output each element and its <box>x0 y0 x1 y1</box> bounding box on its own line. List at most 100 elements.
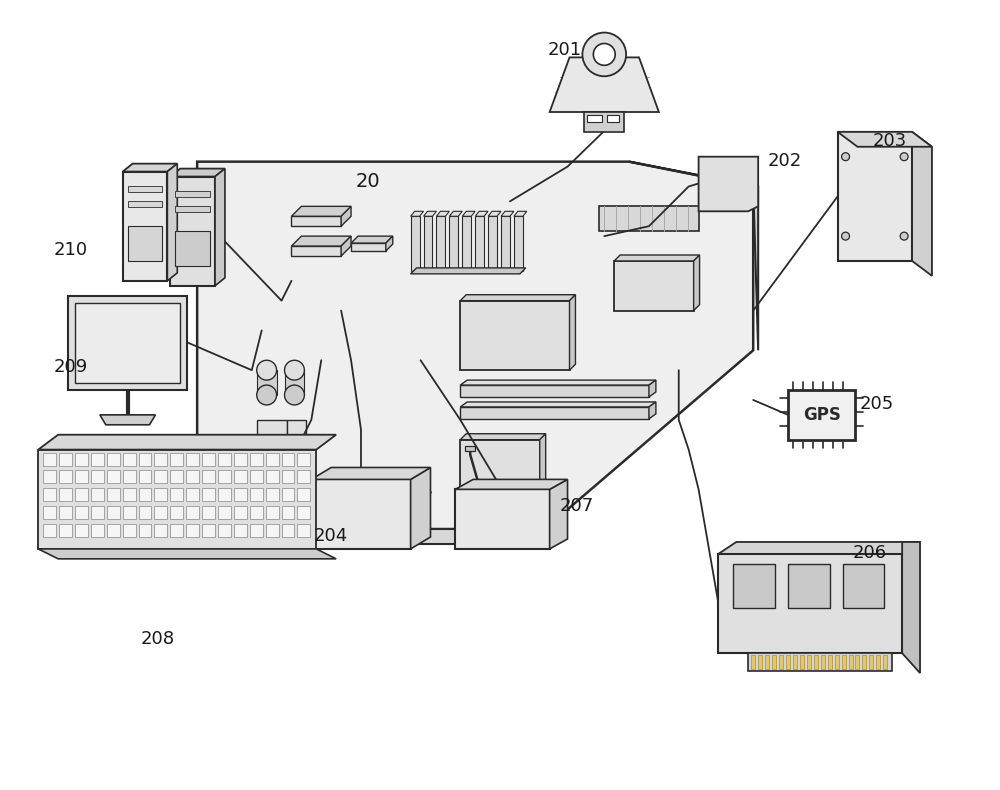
Polygon shape <box>197 529 545 544</box>
Bar <box>584 112 624 132</box>
Polygon shape <box>38 435 336 450</box>
Bar <box>186 524 199 537</box>
Bar <box>202 506 215 519</box>
Polygon shape <box>733 564 775 608</box>
Bar <box>75 506 88 519</box>
Bar <box>266 506 279 519</box>
Polygon shape <box>386 236 393 251</box>
Bar <box>234 488 247 501</box>
Bar <box>266 524 279 537</box>
Polygon shape <box>351 243 386 251</box>
Bar <box>266 453 279 465</box>
Bar <box>807 655 811 669</box>
Bar <box>266 471 279 483</box>
Bar <box>175 191 210 198</box>
Bar <box>218 524 231 537</box>
Bar <box>814 655 818 669</box>
Bar <box>59 488 72 501</box>
Bar <box>828 655 832 669</box>
Bar <box>154 471 167 483</box>
Bar <box>282 524 294 537</box>
Polygon shape <box>257 419 287 440</box>
Circle shape <box>842 152 850 160</box>
Text: 204: 204 <box>313 527 348 545</box>
Circle shape <box>842 232 850 240</box>
Polygon shape <box>170 176 215 286</box>
Bar <box>218 471 231 483</box>
Polygon shape <box>287 419 306 440</box>
Circle shape <box>900 152 908 160</box>
Text: 20: 20 <box>356 171 381 190</box>
Polygon shape <box>462 211 475 216</box>
Polygon shape <box>475 216 484 271</box>
Polygon shape <box>748 653 892 671</box>
Polygon shape <box>100 415 155 425</box>
Polygon shape <box>694 255 700 310</box>
Bar <box>170 471 183 483</box>
Bar <box>91 453 104 465</box>
Bar <box>75 303 180 383</box>
Bar <box>465 446 475 450</box>
Bar <box>139 506 151 519</box>
Polygon shape <box>411 211 424 216</box>
Circle shape <box>900 232 908 240</box>
Polygon shape <box>351 236 393 243</box>
Polygon shape <box>311 480 411 549</box>
Bar <box>250 524 263 537</box>
Bar <box>170 506 183 519</box>
Polygon shape <box>514 216 523 271</box>
Polygon shape <box>341 236 351 256</box>
Bar <box>186 453 199 465</box>
Bar <box>91 488 104 501</box>
Text: 202: 202 <box>768 152 802 170</box>
Polygon shape <box>197 162 753 529</box>
Bar <box>218 453 231 465</box>
Bar <box>835 655 839 669</box>
Bar <box>842 655 846 669</box>
Polygon shape <box>599 206 699 231</box>
Bar <box>139 453 151 465</box>
Polygon shape <box>912 132 932 276</box>
Circle shape <box>285 360 304 380</box>
Bar <box>282 453 294 465</box>
Polygon shape <box>540 434 546 499</box>
Bar <box>883 655 887 669</box>
Polygon shape <box>614 261 694 310</box>
Bar <box>786 655 790 669</box>
Bar <box>123 506 136 519</box>
Bar <box>250 506 263 519</box>
Bar <box>107 471 120 483</box>
Bar <box>821 655 825 669</box>
Text: 203: 203 <box>872 132 907 150</box>
Polygon shape <box>460 295 575 301</box>
Circle shape <box>285 385 304 405</box>
Bar <box>800 655 804 669</box>
Bar <box>282 488 294 501</box>
Bar <box>862 655 866 669</box>
Bar <box>234 524 247 537</box>
Polygon shape <box>215 168 225 286</box>
Bar <box>234 506 247 519</box>
Polygon shape <box>902 542 920 673</box>
Bar <box>75 524 88 537</box>
Polygon shape <box>436 211 449 216</box>
Bar <box>250 471 263 483</box>
Polygon shape <box>838 132 932 147</box>
Polygon shape <box>488 211 501 216</box>
Polygon shape <box>460 385 649 397</box>
Bar <box>297 506 310 519</box>
Polygon shape <box>38 450 316 549</box>
Circle shape <box>582 32 626 77</box>
Polygon shape <box>411 216 420 271</box>
Bar <box>186 506 199 519</box>
Polygon shape <box>462 216 471 271</box>
Bar <box>170 524 183 537</box>
Polygon shape <box>291 246 341 256</box>
Polygon shape <box>455 480 568 489</box>
Bar <box>751 655 755 669</box>
Polygon shape <box>291 206 351 216</box>
Bar <box>43 506 56 519</box>
Bar <box>202 524 215 537</box>
Bar <box>123 524 136 537</box>
Bar <box>75 453 88 465</box>
